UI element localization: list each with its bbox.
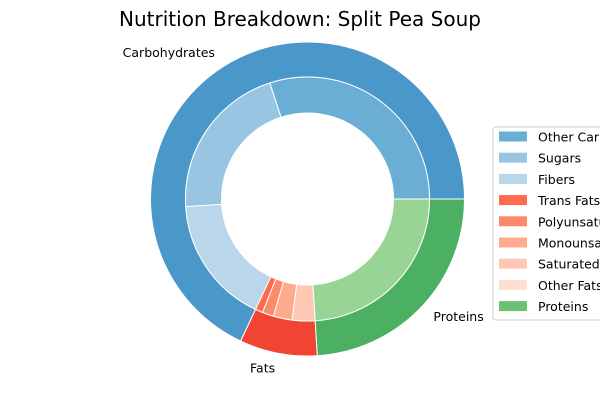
outer-label-carbohydrates: Carbohydrates	[123, 45, 215, 60]
legend-label-trans-fats: Trans Fats	[537, 193, 600, 208]
legend-label-monounsaturated-fats: Monounsaturated Fats	[538, 236, 600, 251]
legend-label-proteins: Proteins	[538, 299, 588, 314]
legend-label-other-carbohydrates: Other Carbohydrates	[538, 130, 600, 145]
inner-ring	[185, 76, 431, 322]
legend-swatch-polyunsaturated-fats	[499, 216, 527, 227]
legend-swatch-fibers	[499, 173, 527, 184]
inner-slice-proteins	[312, 198, 431, 322]
outer-label-fats: Fats	[250, 361, 275, 376]
legend-swatch-sugars	[499, 152, 527, 163]
inner-slice-saturated-fats	[291, 283, 316, 322]
legend-swatch-proteins	[499, 301, 527, 312]
legend: Other Carbohydrates Sugars Fibers Trans Fat…	[492, 126, 600, 321]
legend-label-other-fats: Other Fats	[538, 278, 600, 293]
legend-swatch-other-carbohydrates	[499, 131, 527, 142]
legend-label-polyunsaturated-fats: Polyunsaturated Fats	[538, 214, 600, 229]
chart-title: Nutrition Breakdown: Split Pea Soup	[119, 7, 481, 31]
legend-items: Other Carbohydrates Sugars Fibers Trans Fat…	[499, 130, 600, 314]
legend-swatch-saturated-fats	[499, 258, 527, 269]
outer-label-proteins: Proteins	[433, 309, 483, 324]
legend-label-saturated-fats: Saturated Fats	[538, 257, 600, 272]
legend-swatch-trans-fats	[499, 195, 527, 206]
legend-swatch-other-fats	[499, 279, 527, 290]
outer-labels: Carbohydrates Fats Proteins	[123, 45, 484, 375]
legend-swatch-monounsaturated-fats	[499, 237, 527, 248]
legend-label-fibers: Fibers	[538, 172, 575, 187]
legend-label-sugars: Sugars	[538, 151, 581, 166]
